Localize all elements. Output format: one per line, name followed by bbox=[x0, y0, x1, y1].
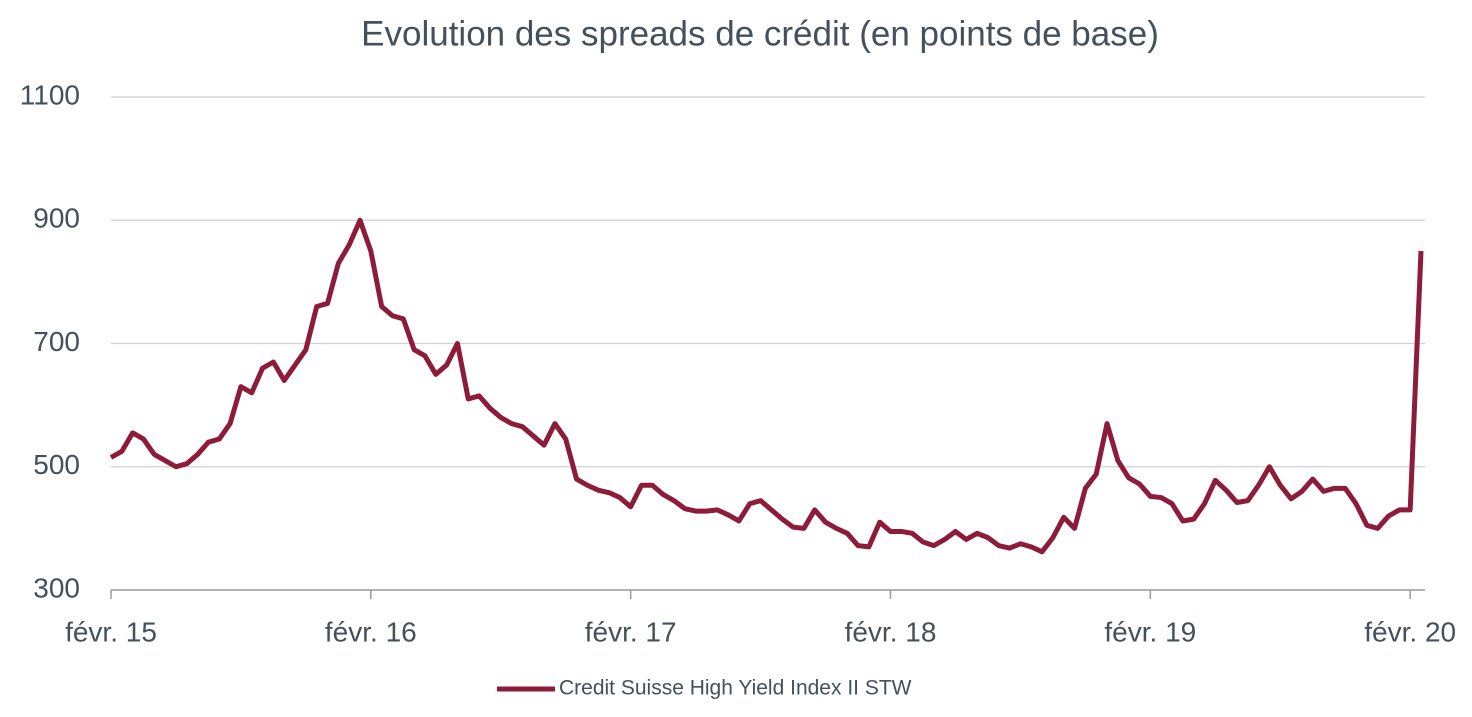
y-tick-label: 1100 bbox=[20, 79, 80, 110]
y-tick-label: 500 bbox=[33, 449, 80, 480]
x-tick-label: févr. 20 bbox=[1364, 616, 1456, 647]
legend-label: Credit Suisse High Yield Index II STW bbox=[559, 677, 912, 700]
data-line bbox=[109, 217, 1424, 555]
y-tick-label: 700 bbox=[33, 326, 80, 357]
x-tick-label: févr. 16 bbox=[325, 616, 417, 647]
y-tick-label: 300 bbox=[33, 572, 80, 603]
y-tick-label: 900 bbox=[33, 203, 80, 234]
x-tick-label: févr. 17 bbox=[585, 616, 677, 647]
x-tick-label: févr. 19 bbox=[1104, 616, 1196, 647]
x-tick-label: févr. 15 bbox=[65, 616, 157, 647]
x-tick-label: févr. 18 bbox=[845, 616, 937, 647]
chart-title: Evolution des spreads de crédit (en poin… bbox=[361, 14, 1159, 53]
